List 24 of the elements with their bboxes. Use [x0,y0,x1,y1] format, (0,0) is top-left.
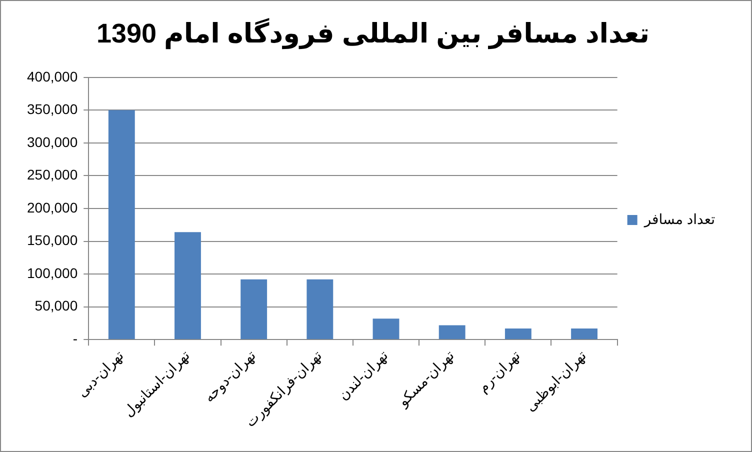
bar [174,232,201,340]
y-tick-label: 200,000 [26,199,78,216]
bar [438,325,466,340]
bar [504,328,532,340]
legend-label: تعداد مسافر [643,210,716,228]
bar [108,110,135,340]
y-tick-label: 250,000 [26,166,78,183]
y-tick-label: 350,000 [26,101,78,118]
bar [306,279,334,340]
bar [372,318,400,340]
y-tick-label: - [72,330,78,346]
y-tick-label: 50,000 [34,298,78,314]
y-tick-label: 400,000 [26,68,78,84]
chart-title: تعداد مسافر بین المللی فرودگاه امام 1390 [96,18,650,50]
x-tick-label: تهران-ابوظبی [522,347,590,415]
x-tick-label: تهران-لندن [334,347,392,404]
y-tick-label: 100,000 [26,264,78,281]
bar [240,279,268,340]
x-tick-label: تهران-رم [474,347,524,396]
x-tick-label: تهران-دبی [74,347,128,401]
y-tick-label: 150,000 [26,232,78,248]
bar [571,328,598,340]
y-tick-label: 300,000 [26,134,78,150]
x-tick-label: تهران-مسکو [394,347,458,411]
